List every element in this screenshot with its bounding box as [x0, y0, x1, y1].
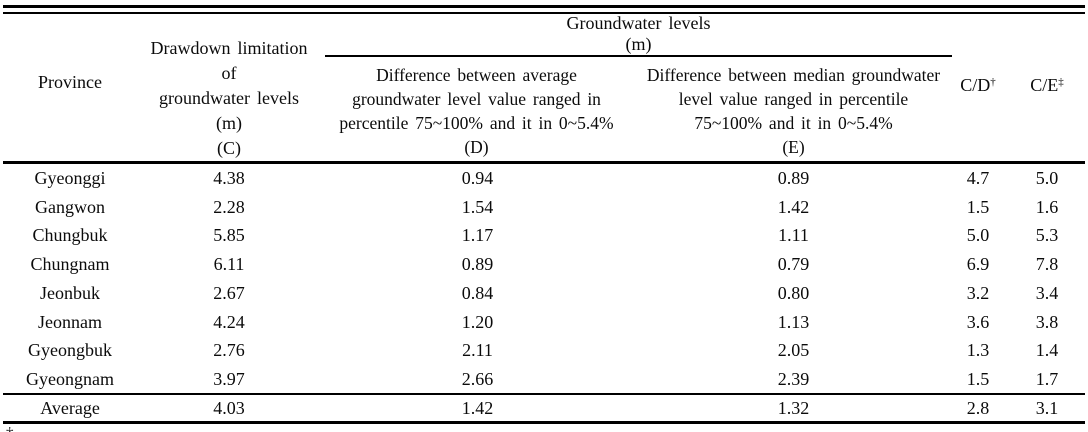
cell-c: 2.28: [213, 196, 245, 217]
cell-ce: 5.0: [1035, 167, 1059, 188]
table-row-chungnam: Chungnam 6.11 0.89 0.79 6.9 7.8: [0, 250, 1088, 279]
table-row-jeonnam: Jeonnam 4.24 1.20 1.13 3.6 3.8: [0, 308, 1088, 337]
cell-d: 1.20: [461, 311, 494, 332]
column-header-drawdown-limitation: Drawdown limitation of groundwater level…: [140, 36, 318, 161]
cell-cd: 2.8: [966, 397, 990, 418]
cell-province: Jeonnam: [38, 311, 102, 332]
cell-province: Gangwon: [35, 196, 105, 217]
header-line: Difference between average: [376, 65, 577, 85]
cell-cd: 6.9: [966, 254, 990, 275]
cell-province: Chungnam: [30, 254, 110, 275]
cell-d: 0.84: [461, 282, 494, 303]
cell-cd: 1.3: [966, 340, 990, 361]
cell-province: Jeonbuk: [40, 282, 100, 303]
table-row-chungbuk: Chungbuk 5.85 1.17 1.11 5.0 5.3: [0, 222, 1088, 251]
header-line: (m): [216, 113, 242, 133]
table-row-average: Average 4.03 1.42 1.32 2.8 3.1: [0, 395, 1088, 421]
table-row-gangwon: Gangwon 2.28 1.54 1.42 1.5 1.6: [0, 193, 1088, 222]
bottom-rule: [3, 421, 1085, 424]
cell-cd: 1.5: [966, 196, 990, 217]
cell-cd: 3.2: [966, 282, 990, 303]
cell-d: 2.11: [462, 340, 493, 361]
cell-d: 1.54: [461, 196, 494, 217]
cell-c: 4.03: [213, 397, 245, 418]
table-row-gyeongbuk: Gyeongbuk 2.76 2.11 2.05 1.3 1.4: [0, 337, 1088, 366]
cell-d: 1.42: [461, 397, 494, 418]
cell-e: 2.39: [777, 369, 810, 390]
cell-province: Average: [40, 397, 100, 418]
header-line: level value ranged in percentile: [678, 89, 909, 109]
groundwater-spanner-rule: [325, 55, 952, 57]
average-separator-rule: [3, 393, 1085, 395]
header-line: 75~100% and it in 0~5.4%: [694, 113, 893, 133]
spanner-header-groundwater-levels: Groundwater levels (m): [325, 13, 952, 55]
cell-ce: 3.4: [1035, 282, 1059, 303]
cell-e: 0.89: [777, 167, 810, 188]
header-line: groundwater level value ranged in: [352, 89, 601, 109]
cell-cd: 1.5: [966, 369, 990, 390]
table-body: Gyeonggi 4.38 0.94 0.89 4.7 5.0 Gangwon …: [0, 164, 1088, 394]
header-line: (D): [464, 137, 489, 157]
double-dagger-symbol: ‡: [1058, 76, 1064, 88]
cell-cd: 3.6: [966, 311, 990, 332]
header-line: groundwater levels: [159, 88, 299, 108]
cell-ce: 1.6: [1035, 196, 1059, 217]
cell-e: 1.11: [778, 225, 809, 246]
cell-ce: 1.7: [1035, 369, 1059, 390]
cell-d: 1.17: [461, 225, 494, 246]
top-rule-inner: [3, 12, 1085, 14]
cell-province: Gyeonggi: [34, 167, 106, 188]
column-header-province: Province: [38, 72, 102, 92]
header-bottom-rule: [3, 161, 1085, 164]
footnote-dagger-mark: †: [6, 426, 14, 432]
header-line: percentile 75~100% and it in 0~5.4%: [339, 113, 614, 133]
column-header-difference-average: Difference between average groundwater l…: [316, 63, 637, 159]
cell-d: 2.66: [461, 369, 494, 390]
table-row-gyeonggi: Gyeonggi 4.38 0.94 0.89 4.7 5.0: [0, 164, 1088, 193]
cell-cd: 4.7: [966, 167, 990, 188]
header-line: Drawdown limitation of: [150, 38, 308, 83]
cell-c: 4.38: [213, 167, 245, 188]
column-header-difference-median: Difference between median groundwater le…: [637, 63, 950, 159]
cell-e: 0.79: [777, 254, 810, 275]
spanner-title: Groundwater levels: [566, 13, 711, 33]
spanner-unit: (m): [625, 34, 652, 54]
cell-c: 6.11: [213, 254, 245, 275]
cell-e: 2.05: [777, 340, 810, 361]
cell-e: 0.80: [777, 282, 810, 303]
cell-c: 4.24: [213, 311, 245, 332]
cell-c: 3.97: [213, 369, 245, 390]
column-header-cd-ratio: C/D†: [950, 73, 1006, 98]
cell-ce: 7.8: [1035, 254, 1059, 275]
cell-d: 0.89: [461, 254, 494, 275]
cell-province: Gyeongbuk: [28, 340, 112, 361]
cell-province: Gyeongnam: [26, 369, 114, 390]
cell-d: 0.94: [461, 167, 494, 188]
cell-ce: 5.3: [1035, 225, 1059, 246]
cell-c: 2.67: [213, 282, 245, 303]
cell-e: 1.42: [777, 196, 810, 217]
cell-province: Chungbuk: [32, 225, 108, 246]
dagger-symbol: †: [990, 76, 996, 88]
header-line: Difference between median groundwater: [646, 65, 941, 85]
table-row-jeonbuk: Jeonbuk 2.67 0.84 0.80 3.2 3.4: [0, 279, 1088, 308]
cell-ce: 3.8: [1035, 311, 1059, 332]
header-line: (C): [217, 138, 241, 158]
cell-c: 5.85: [213, 225, 245, 246]
cell-c: 2.76: [213, 340, 245, 361]
cell-e: 1.13: [777, 311, 810, 332]
ce-label: C/E: [1030, 75, 1059, 95]
top-rule-outer: [3, 5, 1085, 8]
cd-label: C/D: [960, 75, 991, 95]
header-line: (E): [782, 137, 805, 157]
cell-e: 1.32: [777, 397, 810, 418]
cell-ce: 3.1: [1035, 397, 1059, 418]
cell-cd: 5.0: [966, 225, 990, 246]
table-row-gyeongnam: Gyeongnam 3.97 2.66 2.39 1.5 1.7: [0, 365, 1088, 394]
cell-ce: 1.4: [1035, 340, 1059, 361]
column-header-ce-ratio: C/E‡: [1006, 73, 1088, 98]
